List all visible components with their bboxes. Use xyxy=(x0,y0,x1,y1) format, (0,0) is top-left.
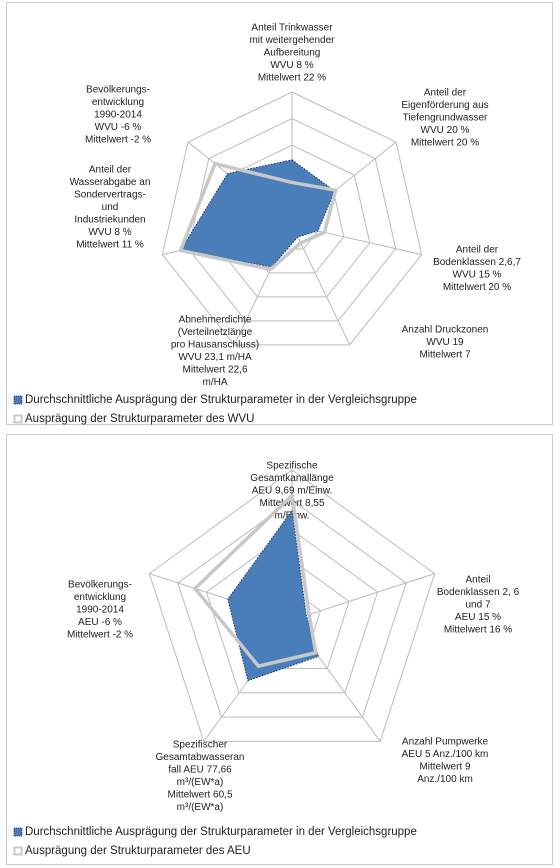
axis-label: Mittelwert 22,6 xyxy=(182,365,247,376)
axis-label: Aufbereitung xyxy=(264,48,321,59)
grid-ring xyxy=(148,469,436,742)
axis-label: Mittelwert 7 xyxy=(419,350,471,361)
axis-label: Anteil der xyxy=(424,88,467,99)
axis-label: Bodenklassen 2,6,7 xyxy=(433,257,521,268)
axis-label: und xyxy=(102,202,119,213)
grid-ring xyxy=(205,529,379,694)
axis-label: m/HA xyxy=(203,377,228,388)
axis-label: Anteil der xyxy=(456,245,499,256)
axis-label: Mittelwert 22 % xyxy=(258,73,326,84)
axis-label: Anzahl Pumpwerke xyxy=(402,737,489,748)
axis-label: WVU 23,1 m/HA xyxy=(178,352,252,363)
axis-label: m³/(EW*a) xyxy=(177,802,224,813)
axis-label: Mittelwert 20 % xyxy=(411,138,479,149)
axis-label: AEU 5 Anz./100 km xyxy=(402,749,489,760)
panel xyxy=(6,2,553,425)
axis-label: WVU 19 xyxy=(426,337,464,348)
axis-label: pro Hausanschluss) xyxy=(171,340,259,351)
axis-label: Tiefengrundwasser xyxy=(403,113,488,124)
axis-label: Spezifischer xyxy=(173,740,228,751)
axis-label: Mittelwert 16 % xyxy=(444,625,512,636)
axis-label: entwicklung xyxy=(92,97,144,108)
axis-label: Sondervertrags- xyxy=(74,190,146,201)
axis-label: WVU 8 % xyxy=(88,227,131,238)
axis-label: Mittelwert -2 % xyxy=(85,135,151,146)
series-shape xyxy=(178,161,338,272)
grid-ring xyxy=(161,91,423,346)
spoke xyxy=(291,224,351,346)
axis-label: (Verteilnetzlänge xyxy=(178,327,253,338)
axis-label: fall AEU 77,66 xyxy=(168,765,232,776)
axis-label: Mittelwert 9 xyxy=(419,762,471,773)
axis-label: Industriekunden xyxy=(74,215,145,226)
axis-label: AEU 9,69 m/Einw. xyxy=(252,486,333,497)
spoke xyxy=(291,573,435,621)
legend-swatch xyxy=(13,827,23,837)
axis-label: 1990-2014 xyxy=(76,605,124,616)
axis-label: Gesamtkanallänge xyxy=(250,473,334,484)
axis-label: Anteil xyxy=(465,575,490,586)
axis-label: Bodenklassen 2, 6 xyxy=(437,587,520,598)
axis-label: Mittelwert 60,5 xyxy=(167,790,232,801)
axis-label: Anz./100 km xyxy=(417,774,473,785)
axis-label: WVU -6 % xyxy=(95,122,142,133)
axis-label: WVU 15 % xyxy=(453,270,502,281)
legend-label: Durchschnittliche Ausprägung der Struktu… xyxy=(25,826,417,838)
axis-label: WVU 20 % xyxy=(421,125,470,136)
axis-label: Spezifische xyxy=(266,461,318,472)
axis-label: Eigenförderung aus xyxy=(401,100,488,111)
axis-label: Anzahl Druckzonen xyxy=(402,325,489,336)
axis-label: Mittelwert -2 % xyxy=(67,630,133,641)
axis-label: Wasserabgabe an xyxy=(70,177,151,188)
axis-label: 1990-2014 xyxy=(94,110,142,121)
legend-swatch xyxy=(13,846,23,856)
axis-label: Anteil Trinkwasser xyxy=(251,23,333,34)
axis-label: entwicklung xyxy=(74,592,126,603)
grid-ring xyxy=(177,499,407,718)
axis-label: Mittelwert 20 % xyxy=(443,282,511,293)
axis-label: Bevölkerungs- xyxy=(68,580,132,591)
axis-label: Mittelwert 11 % xyxy=(76,240,144,251)
series-shape xyxy=(193,493,318,668)
axis-label: Anteil der xyxy=(89,165,132,176)
axis-label: m³/(EW*a) xyxy=(177,777,224,788)
axis-label: AEU 15 % xyxy=(455,612,501,623)
series-shape xyxy=(227,509,320,682)
legend-label: Ausprägung der Strukturparameter des AEU xyxy=(25,845,251,857)
legend-label: Durchschnittliche Ausprägung der Struktu… xyxy=(25,394,417,406)
series-shape xyxy=(179,159,336,268)
legend-swatch xyxy=(13,395,23,405)
legend-label: Ausprägung der Strukturparameter des WVU xyxy=(25,413,254,425)
panel xyxy=(6,434,553,865)
axis-label: AEU -6 % xyxy=(78,617,122,628)
axis-label: WVU 8 % xyxy=(270,60,313,71)
grid-ring xyxy=(187,118,397,322)
axis-label: und 7 xyxy=(465,600,490,611)
axis-label: Bevölkerungs- xyxy=(86,85,150,96)
axis-label: Abnehmerdichte xyxy=(179,315,252,326)
axis-label: Gesamtabwasseran xyxy=(156,752,245,763)
axis-label: mit weitergehender xyxy=(249,35,335,46)
legend-swatch xyxy=(13,414,23,424)
